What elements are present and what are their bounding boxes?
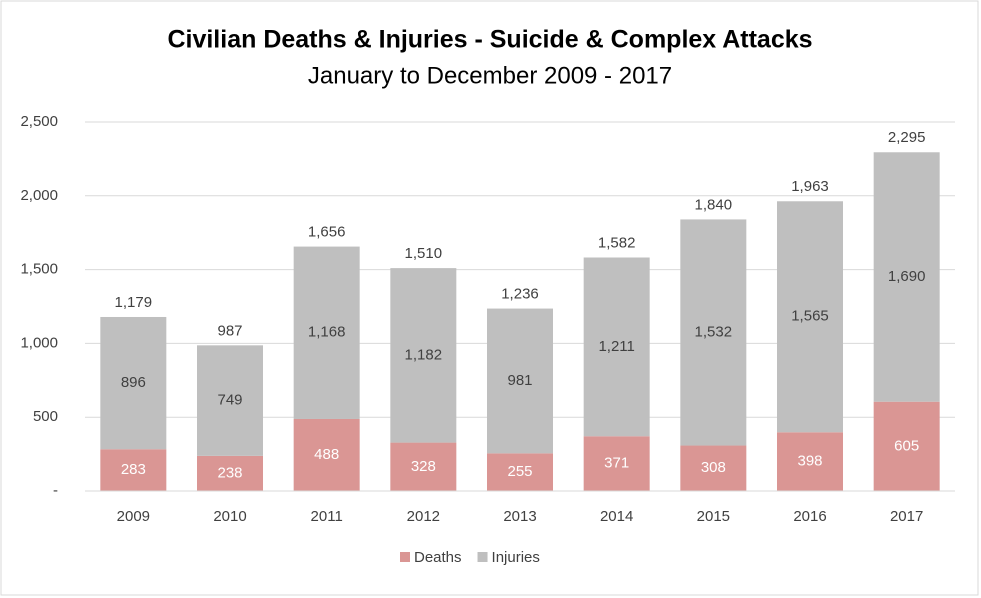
bar-segment — [390, 268, 457, 443]
chart-title: Civilian Deaths & Injuries - Suicide & C… — [167, 26, 812, 54]
value-label: 398 — [797, 453, 822, 470]
value-label: 328 — [411, 458, 436, 475]
total-label: 1,179 — [115, 294, 153, 311]
bar-segment — [197, 455, 263, 491]
total-label: 1,510 — [405, 245, 443, 262]
x-tick-label: 2017 — [890, 508, 923, 525]
value-label: 896 — [121, 374, 146, 391]
bar-segment — [777, 432, 843, 491]
x-tick-label: 2015 — [697, 508, 730, 525]
bar-segment — [680, 219, 747, 446]
bar-segment — [100, 316, 167, 450]
y-tick-label: 2,500 — [20, 113, 58, 130]
value-label: 238 — [217, 464, 242, 481]
value-label: 488 — [314, 446, 339, 463]
total-label: 1,963 — [791, 178, 829, 195]
total-label: 1,656 — [308, 224, 346, 241]
value-label: 749 — [217, 392, 242, 409]
legend-swatch — [400, 552, 410, 562]
value-label: 283 — [121, 461, 146, 478]
bar-segment — [777, 201, 843, 433]
value-label: 981 — [507, 372, 532, 389]
legend-swatch — [477, 552, 488, 562]
value-label: 1,532 — [695, 323, 733, 340]
value-label: 371 — [604, 455, 629, 472]
x-tick-label: 2012 — [407, 508, 440, 525]
x-tick-label: 2013 — [503, 508, 536, 525]
x-tick-label: 2010 — [213, 508, 246, 525]
bar-segment — [680, 445, 747, 491]
y-tick-label: - — [53, 482, 58, 499]
value-label: 1,182 — [405, 346, 443, 363]
value-label: 1,565 — [791, 308, 829, 325]
total-label: 1,236 — [501, 286, 539, 303]
bar-segment — [293, 246, 360, 419]
bar-segment — [873, 401, 940, 491]
bar-segment — [583, 257, 650, 437]
value-label: 1,168 — [308, 324, 346, 341]
total-label: 1,840 — [695, 196, 733, 213]
total-label: 987 — [217, 322, 242, 339]
bar-segment — [873, 152, 940, 402]
value-label: 1,690 — [888, 268, 926, 285]
y-tick-label: 1,000 — [20, 334, 58, 351]
bar-segment — [197, 345, 263, 456]
y-tick-label: 2,000 — [20, 187, 58, 204]
bar-segment — [487, 453, 553, 491]
x-tick-label: 2016 — [793, 508, 826, 525]
x-tick-label: 2011 — [311, 508, 343, 525]
bar-segment — [390, 442, 457, 491]
value-label: 1,211 — [598, 338, 634, 355]
bar-segment — [487, 308, 553, 454]
y-tick-label: 1,500 — [20, 261, 58, 278]
bar-segment — [100, 449, 167, 491]
legend-label: Deaths — [414, 549, 462, 566]
legend-label: Injuries — [492, 549, 540, 566]
chart-subtitle: January to December 2009 - 2017 — [308, 62, 672, 89]
value-label: 605 — [894, 437, 919, 454]
value-label: 308 — [701, 459, 726, 476]
x-tick-label: 2014 — [600, 508, 633, 525]
x-tick-label: 2009 — [117, 508, 150, 525]
total-label: 1,582 — [598, 234, 636, 251]
total-label: 2,295 — [888, 129, 926, 146]
value-label: 255 — [507, 463, 532, 480]
y-tick-label: 500 — [33, 408, 58, 425]
bar-segment — [293, 418, 360, 491]
bar-segment — [583, 436, 650, 491]
